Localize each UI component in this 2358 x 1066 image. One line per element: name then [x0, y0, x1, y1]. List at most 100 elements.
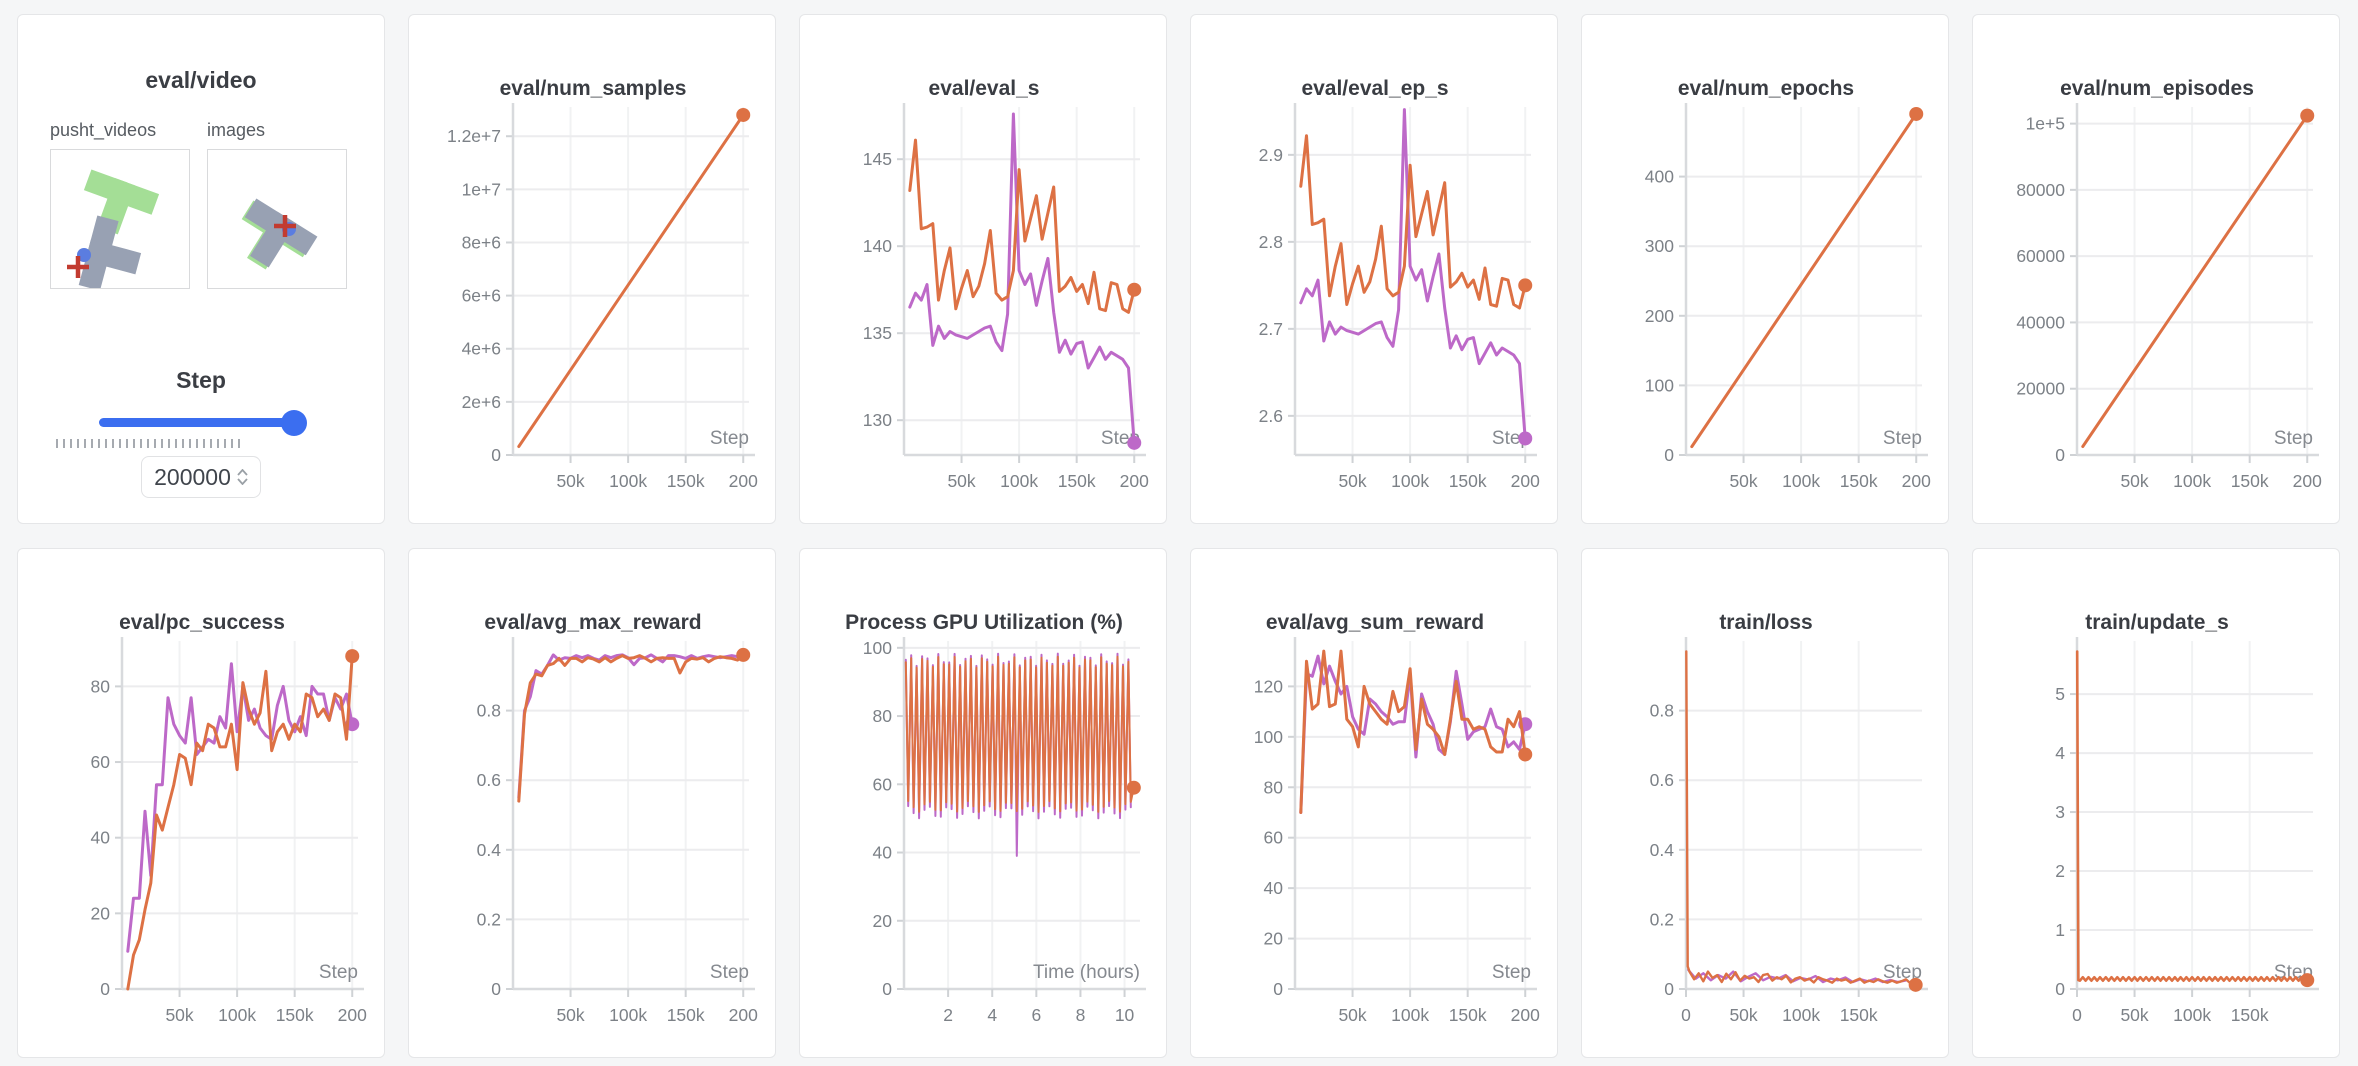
- svg-text:0.2: 0.2: [1650, 909, 1674, 929]
- svg-text:2e+6: 2e+6: [462, 392, 501, 412]
- panel-train-update-s: 0 1 2 3 4 5 0 50k 100k 150k Step train/update_s: [1972, 548, 2340, 1058]
- svg-text:200: 200: [1645, 306, 1674, 326]
- step-slider-label: Step: [176, 367, 226, 393]
- svg-text:20: 20: [873, 911, 893, 931]
- step-slider-handle[interactable]: [281, 410, 307, 436]
- svg-text:2: 2: [2055, 861, 2065, 881]
- svg-text:eval/pc_success: eval/pc_success: [119, 611, 285, 634]
- svg-text:6: 6: [1031, 1005, 1041, 1025]
- panel-eval-avg-max-reward: 0 0.2 0.4 0.6 0.8 50k 100k 150k 200 Step eval/avg_…: [408, 548, 776, 1058]
- svg-text:50k: 50k: [1729, 471, 1757, 491]
- panel-eval-video: eval/video pusht_videos: [17, 14, 385, 524]
- svg-text:Process GPU Utilization (%): Process GPU Utilization (%): [845, 611, 1123, 634]
- svg-text:4e+6: 4e+6: [462, 339, 501, 359]
- svg-text:1: 1: [2055, 920, 2065, 940]
- svg-text:100k: 100k: [1782, 1005, 1820, 1025]
- chart-eval-num-samples[interactable]: 0 2e+6 4e+6 6e+6 8e+6 1e+7 1.2e+7 50k 100k 150k 20…: [409, 15, 776, 524]
- panel-train-loss: 0 0.2 0.4 0.6 0.8 0 50k 100k 150k Step train/loss: [1581, 548, 1949, 1058]
- svg-text:400: 400: [1645, 167, 1674, 187]
- panel-eval-num-samples: 0 2e+6 4e+6 6e+6 8e+6 1e+7 1.2e+7 50k 100k 150k 20…: [408, 14, 776, 524]
- svg-text:150k: 150k: [1840, 471, 1878, 491]
- chart-eval-pc-success[interactable]: 0 20 40 60 80 50k 100k 150k 200 Step eval/pc_succe…: [18, 549, 385, 1058]
- svg-text:0: 0: [882, 979, 892, 999]
- svg-text:200: 200: [1511, 1005, 1540, 1025]
- svg-text:0: 0: [1273, 979, 1283, 999]
- video-thumbnail-pusht-videos[interactable]: [50, 149, 190, 291]
- chart-process-gpu-utilization[interactable]: 0 20 40 60 80 100 2 4 6 8 10 Time (hours) Process GP…: [800, 549, 1167, 1058]
- svg-text:150k: 150k: [2231, 471, 2269, 491]
- svg-text:50k: 50k: [2120, 471, 2148, 491]
- chart-eval-avg-sum-reward[interactable]: 0 20 40 60 80 100 120 50k 100k 150k 200 Step eval/av…: [1191, 549, 1558, 1058]
- svg-text:140: 140: [863, 236, 892, 256]
- svg-text:eval/avg_max_reward: eval/avg_max_reward: [484, 611, 701, 634]
- chart-eval-num-epochs[interactable]: 0 100 200 300 400 50k 100k 150k 200 Step eval/num_…: [1582, 15, 1949, 524]
- svg-text:eval/num_samples: eval/num_samples: [500, 77, 687, 100]
- svg-text:1e+7: 1e+7: [462, 179, 501, 199]
- svg-text:200: 200: [2293, 471, 2322, 491]
- pusht-scene-icon: [67, 169, 160, 291]
- svg-text:100k: 100k: [1391, 471, 1429, 491]
- svg-text:2: 2: [943, 1005, 953, 1025]
- svg-text:20: 20: [91, 903, 111, 923]
- svg-text:0.8: 0.8: [477, 701, 501, 721]
- svg-text:50k: 50k: [1338, 1005, 1366, 1025]
- svg-text:50k: 50k: [2120, 1005, 2148, 1025]
- svg-text:0.2: 0.2: [477, 909, 501, 929]
- svg-text:300: 300: [1645, 236, 1674, 256]
- svg-text:200: 200: [729, 471, 758, 491]
- chart-eval-avg-max-reward[interactable]: 0 0.2 0.4 0.6 0.8 50k 100k 150k 200 Step eval/avg_…: [409, 549, 776, 1058]
- svg-text:145: 145: [863, 149, 892, 169]
- step-input[interactable]: 200000: [141, 456, 261, 498]
- video-thumbs-row: pusht_videos: [18, 120, 384, 291]
- stepper-arrows-icon[interactable]: [237, 469, 248, 485]
- chart-train-loss[interactable]: 0 0.2 0.4 0.6 0.8 0 50k 100k 150k Step train/loss: [1582, 549, 1949, 1058]
- svg-text:130: 130: [863, 410, 892, 430]
- svg-text:50k: 50k: [165, 1005, 193, 1025]
- step-slider[interactable]: [99, 410, 307, 436]
- panel-eval-eval-ep-s: 2.6 2.7 2.8 2.9 50k 100k 150k 200 Step eval/eval_…: [1190, 14, 1558, 524]
- svg-text:135: 135: [863, 323, 892, 343]
- svg-text:0.4: 0.4: [1650, 840, 1675, 860]
- svg-text:50k: 50k: [947, 471, 975, 491]
- svg-text:100k: 100k: [609, 1005, 647, 1025]
- svg-text:0.8: 0.8: [1650, 701, 1674, 721]
- svg-text:50k: 50k: [556, 471, 584, 491]
- svg-text:100k: 100k: [1391, 1005, 1429, 1025]
- svg-text:40: 40: [91, 828, 111, 848]
- svg-text:2.9: 2.9: [1259, 145, 1283, 165]
- thumb-label-images: images: [207, 120, 266, 140]
- svg-text:2.8: 2.8: [1259, 232, 1283, 252]
- svg-text:100: 100: [1254, 727, 1283, 747]
- chart-eval-num-episodes[interactable]: 0 20000 40000 60000 80000 1e+5 50k 100k 150k 200 S…: [1973, 15, 2340, 524]
- svg-text:80000: 80000: [2016, 180, 2065, 200]
- svg-text:40: 40: [873, 843, 893, 863]
- svg-text:100k: 100k: [1782, 471, 1820, 491]
- svg-text:0: 0: [2055, 979, 2065, 999]
- svg-text:8e+6: 8e+6: [462, 232, 501, 252]
- svg-text:40: 40: [1264, 878, 1284, 898]
- svg-text:100k: 100k: [609, 471, 647, 491]
- svg-text:40000: 40000: [2016, 312, 2065, 332]
- svg-text:Step: Step: [2274, 428, 2313, 449]
- svg-text:train/loss: train/loss: [1719, 611, 1812, 634]
- svg-text:3: 3: [2055, 802, 2065, 822]
- svg-text:0.6: 0.6: [477, 770, 501, 790]
- svg-text:eval/eval_ep_s: eval/eval_ep_s: [1301, 77, 1448, 100]
- svg-text:200: 200: [338, 1005, 367, 1025]
- dashboard-grid: eval/video pusht_videos: [17, 14, 2340, 1058]
- video-thumbnail-images[interactable]: [207, 149, 347, 289]
- svg-text:100: 100: [863, 638, 892, 658]
- svg-text:0.6: 0.6: [1650, 770, 1674, 790]
- step-slider-track[interactable]: [99, 418, 295, 427]
- svg-text:150k: 150k: [1840, 1005, 1878, 1025]
- panel-eval-eval-s: 130 135 140 145 50k 100k 150k 200 Step eval/eval_…: [799, 14, 1167, 524]
- svg-text:0: 0: [100, 979, 110, 999]
- svg-text:100k: 100k: [2173, 1005, 2211, 1025]
- svg-text:2.6: 2.6: [1259, 406, 1283, 426]
- svg-text:0: 0: [2072, 1005, 2082, 1025]
- svg-text:150k: 150k: [1058, 471, 1096, 491]
- svg-text:20: 20: [1264, 929, 1284, 949]
